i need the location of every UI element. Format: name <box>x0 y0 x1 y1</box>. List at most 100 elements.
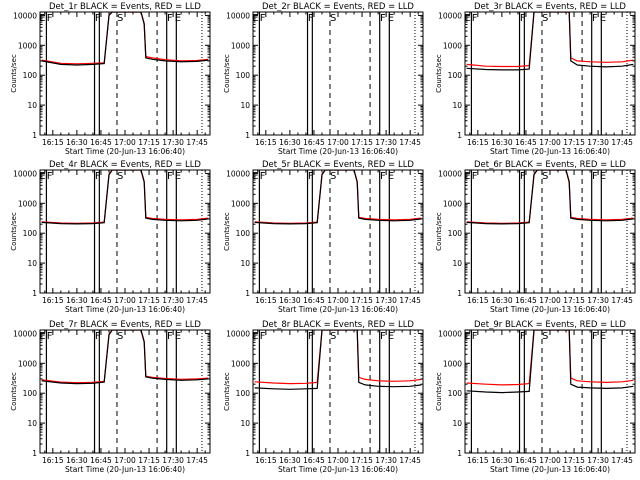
event-marker: E <box>175 171 181 182</box>
x-tick-label: 17:30 <box>587 456 609 465</box>
event-marker: F <box>380 171 386 182</box>
x-tick-label: 16:30 <box>491 138 513 147</box>
y-axis-label: Counts/sec <box>435 212 443 251</box>
y-tick-label: 1000 <box>231 41 250 50</box>
x-tick-label: 17:15 <box>138 138 160 147</box>
x-tick-label: 17:00 <box>539 456 561 465</box>
event-marker: F <box>47 171 53 182</box>
x-tick-label: 16:15 <box>42 296 64 305</box>
x-tick-label: 17:00 <box>539 138 561 147</box>
x-tick-label: 17:45 <box>611 456 633 465</box>
event-marker: F <box>95 13 101 24</box>
x-tick-label: 16:45 <box>90 456 112 465</box>
y-tick-label: 100 <box>448 389 463 398</box>
event-marker: S <box>117 13 123 24</box>
x-tick-label: 17:00 <box>327 456 349 465</box>
y-tick-label: 10000 <box>226 169 250 178</box>
x-tick-label: 17:30 <box>587 296 609 305</box>
y-tick-label: 1000 <box>231 359 250 368</box>
y-axis-label: Counts/sec <box>10 54 18 93</box>
series-line-events <box>466 12 634 71</box>
series-line-events <box>254 330 422 390</box>
y-tick-label: 10 <box>27 101 37 110</box>
event-marker: F <box>592 171 598 182</box>
x-tick-label: 16:45 <box>303 456 325 465</box>
x-tick-label: 17:30 <box>375 138 397 147</box>
event-marker: F <box>520 331 526 342</box>
y-tick-label: 1 <box>245 289 250 298</box>
panel-title: Det_6r BLACK = Events, RED = LLD <box>474 160 626 170</box>
y-axis-label: Counts/sec <box>10 372 18 411</box>
y-tick-label: 100 <box>448 229 463 238</box>
y-tick-label: 10000 <box>226 11 250 20</box>
y-tick-label: 1000 <box>231 199 250 208</box>
series-line-events <box>254 170 422 225</box>
event-marker: F <box>47 331 53 342</box>
x-tick-label: 17:15 <box>138 296 160 305</box>
x-tick-label: 16:30 <box>491 296 513 305</box>
x-axis-label: Start Time (20-Jun-13 16:06:40) <box>490 305 610 314</box>
y-tick-label: 10 <box>452 419 462 428</box>
y-axis-label: Counts/sec <box>10 212 18 251</box>
y-tick-label: 10000 <box>226 329 250 338</box>
event-marker: F <box>167 331 173 342</box>
x-tick-label: 17:45 <box>186 138 208 147</box>
x-tick-label: 16:15 <box>255 138 277 147</box>
y-tick-label: 1000 <box>18 41 37 50</box>
y-tick-label: 10 <box>240 419 250 428</box>
event-marker: F <box>520 171 526 182</box>
y-tick-label: 1 <box>32 289 37 298</box>
event-marker: F <box>380 13 386 24</box>
x-tick-label: 17:00 <box>539 296 561 305</box>
series-line-events <box>41 170 209 225</box>
y-tick-label: 100 <box>23 71 38 80</box>
x-tick-label: 16:45 <box>303 296 325 305</box>
x-tick-label: 16:15 <box>255 296 277 305</box>
x-tick-label: 17:00 <box>114 456 136 465</box>
event-marker: E <box>600 13 606 24</box>
series-line-lld <box>41 170 209 224</box>
x-tick-label: 16:45 <box>90 138 112 147</box>
panel-title: Det_3r BLACK = Events, RED = LLD <box>474 2 626 12</box>
y-tick-label: 100 <box>236 229 251 238</box>
x-tick-label: 16:15 <box>467 296 489 305</box>
x-tick-label: 17:15 <box>351 296 373 305</box>
panel-title: Det_8r BLACK = Events, RED = LLD <box>262 320 414 330</box>
y-tick-label: 100 <box>23 229 38 238</box>
x-tick-label: 16:15 <box>467 138 489 147</box>
event-marker: F <box>592 331 598 342</box>
y-tick-label: 1 <box>457 289 462 298</box>
panel-title: Det_9r BLACK = Events, RED = LLD <box>474 320 626 330</box>
x-tick-label: 17:30 <box>162 456 184 465</box>
event-marker: F <box>472 13 478 24</box>
event-marker: F <box>380 331 386 342</box>
event-marker: S <box>117 331 123 342</box>
event-marker: F <box>472 331 478 342</box>
x-tick-label: 17:00 <box>114 138 136 147</box>
x-axis-label: Start Time (20-Jun-13 16:06:40) <box>490 147 610 156</box>
x-tick-label: 17:45 <box>611 138 633 147</box>
y-tick-label: 100 <box>236 71 251 80</box>
y-tick-label: 10000 <box>13 329 37 338</box>
event-marker: F <box>520 13 526 24</box>
y-axis-label: Counts/sec <box>223 212 231 251</box>
y-tick-label: 1 <box>32 131 37 140</box>
x-tick-label: 17:45 <box>611 296 633 305</box>
event-marker: F <box>167 171 173 182</box>
y-tick-label: 10000 <box>13 169 37 178</box>
x-tick-label: 17:30 <box>162 138 184 147</box>
x-tick-label: 16:30 <box>491 456 513 465</box>
y-tick-label: 100 <box>236 389 251 398</box>
event-marker: S <box>330 171 336 182</box>
event-marker: S <box>542 171 548 182</box>
y-axis-label: Counts/sec <box>435 54 443 93</box>
event-marker: S <box>542 13 548 24</box>
y-tick-label: 1000 <box>443 359 462 368</box>
x-tick-label: 17:30 <box>162 296 184 305</box>
y-tick-label: 1000 <box>443 41 462 50</box>
x-axis-label: Start Time (20-Jun-13 16:06:40) <box>65 305 185 314</box>
